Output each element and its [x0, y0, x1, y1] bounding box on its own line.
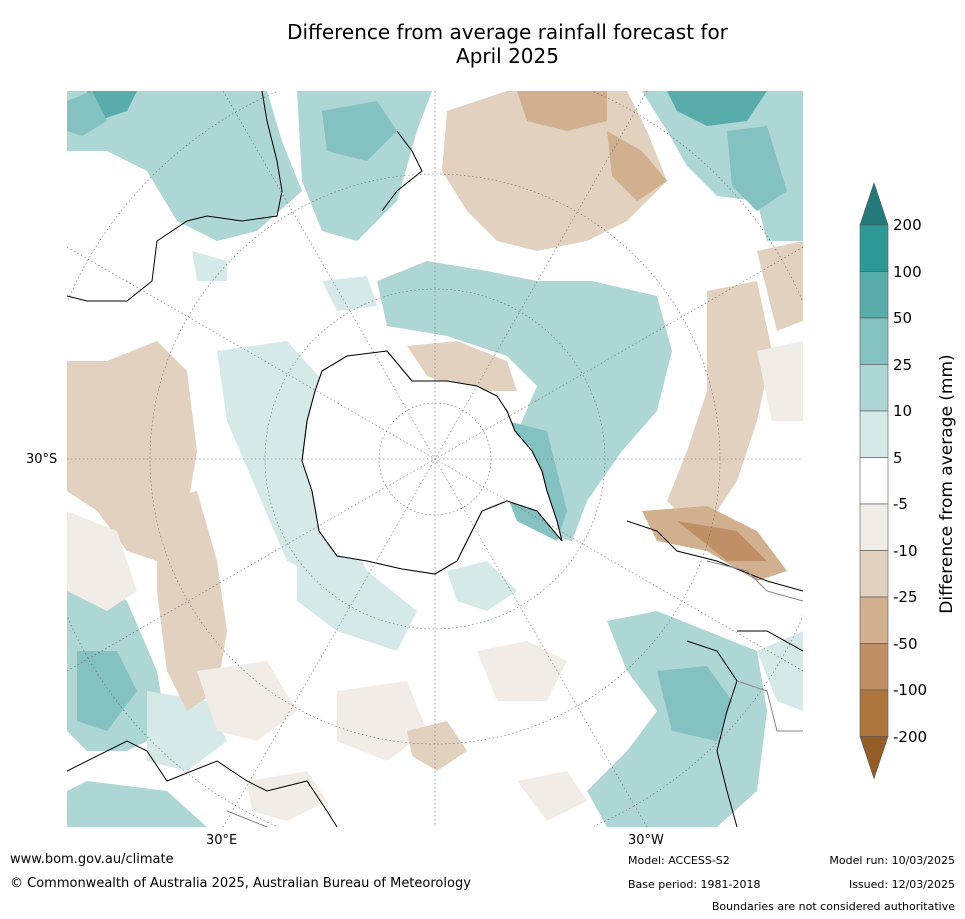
latitude-label: 30°S	[26, 452, 58, 467]
colorbar-extend-bottom	[859, 736, 889, 780]
colorbar-title: Difference from average (mm)	[937, 354, 957, 614]
colorbar-band	[859, 410, 889, 458]
colorbar-band	[859, 550, 889, 598]
colorbar-band	[859, 224, 889, 272]
colorbar-tick-label: 100	[893, 262, 922, 281]
colorbar-tick-label: -5	[893, 495, 908, 513]
model-run-date: Model run: 10/03/2025	[829, 854, 955, 867]
rainfall-anomaly-map	[67, 91, 803, 827]
colorbar-tick-label: -100	[893, 681, 928, 699]
colorbar-band	[859, 503, 889, 551]
coastlines	[67, 91, 803, 827]
boundary-disclaimer: Boundaries are not considered authoritat…	[711, 900, 955, 913]
drier-anomaly-regions	[67, 91, 803, 821]
map-title: Difference from average rainfall forecas…	[180, 20, 835, 68]
colorbar-tick-label: -50	[893, 634, 918, 653]
copyright-notice: © Commonwealth of Australia 2025, Austra…	[10, 876, 471, 891]
colorbar-band	[859, 689, 889, 737]
title-line-2: April 2025	[456, 44, 559, 68]
longitude-label-west: 30°W	[628, 833, 664, 848]
graticule	[67, 91, 803, 827]
map-panel	[67, 91, 803, 827]
colorbar-tick-label: 200	[893, 216, 922, 234]
colorbar-band	[859, 596, 889, 644]
colorbar-tick-label: 50	[893, 309, 913, 327]
colorbar-tick-label: 10	[893, 402, 913, 420]
model-name: Model: ACCESS-S2	[628, 854, 730, 867]
colorbar-legend	[859, 182, 889, 780]
colorbar-band	[859, 457, 889, 505]
colorbar-band	[859, 364, 889, 412]
issued-date: Issued: 12/03/2025	[848, 878, 955, 891]
longitude-label-east: 30°E	[206, 833, 238, 848]
colorbar-extend-top	[859, 182, 889, 226]
title-line-1: Difference from average rainfall forecas…	[287, 20, 728, 44]
colorbar-tick-label: -200	[893, 727, 928, 746]
colorbar-band	[859, 643, 889, 691]
base-period: Base period: 1981-2018	[628, 878, 761, 891]
colorbar-tick-label: -25	[893, 588, 918, 606]
antarctica-coastline	[301, 350, 563, 575]
colorbar-tick-label: -10	[893, 541, 918, 560]
colorbar-band	[859, 317, 889, 365]
political-boundaries	[226, 560, 803, 827]
website-link[interactable]: www.bom.gov.au/climate	[10, 852, 174, 867]
colorbar-tick-label: 25	[893, 355, 913, 374]
colorbar-band	[859, 271, 889, 319]
colorbar-tick-label: 5	[893, 448, 903, 467]
